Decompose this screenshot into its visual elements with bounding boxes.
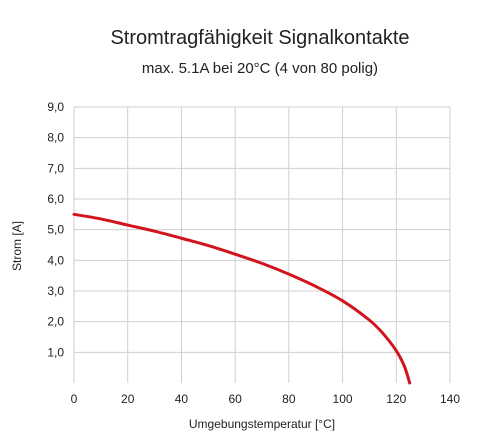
series-layer bbox=[72, 212, 412, 385]
x-tick-label: 20 bbox=[121, 392, 135, 406]
y-tick-label: 3,0 bbox=[47, 284, 64, 298]
y-tick-label: 9,0 bbox=[47, 100, 64, 114]
y-tick-label: 5,0 bbox=[47, 223, 64, 237]
x-tick-label: 80 bbox=[282, 392, 296, 406]
x-tick-label: 120 bbox=[386, 392, 406, 406]
x-tick-label: 0 bbox=[71, 392, 78, 406]
chart-title: Stromtragfähigkeit Signalkontakte bbox=[110, 27, 409, 49]
y-tick-label: 6,0 bbox=[47, 192, 64, 206]
grid bbox=[73, 106, 451, 383]
y-tick-label: 8,0 bbox=[47, 131, 64, 145]
series-line bbox=[72, 212, 412, 385]
y-tick-label: 2,0 bbox=[47, 315, 64, 329]
x-tick-label: 60 bbox=[228, 392, 242, 406]
y-tick-label: 1,0 bbox=[47, 345, 64, 359]
x-tick-label: 40 bbox=[175, 392, 189, 406]
chart-subtitle: max. 5.1A bei 20°C (4 von 80 polig) bbox=[142, 60, 378, 77]
x-tick-label: 140 bbox=[440, 392, 460, 406]
x-tick-label: 100 bbox=[333, 392, 353, 406]
y-tick-label: 7,0 bbox=[47, 161, 64, 175]
tick-labels: 0 20 40 60 80 100 120 140 1,0 2,0 3,0 4,0 5,0 6,0 7,0 8… bbox=[47, 100, 460, 406]
x-axis-label: Umgebungstemperatur [°C] bbox=[189, 417, 335, 431]
y-tick-label: 4,0 bbox=[47, 253, 64, 267]
y-axis-label: Strom [A] bbox=[10, 221, 24, 271]
